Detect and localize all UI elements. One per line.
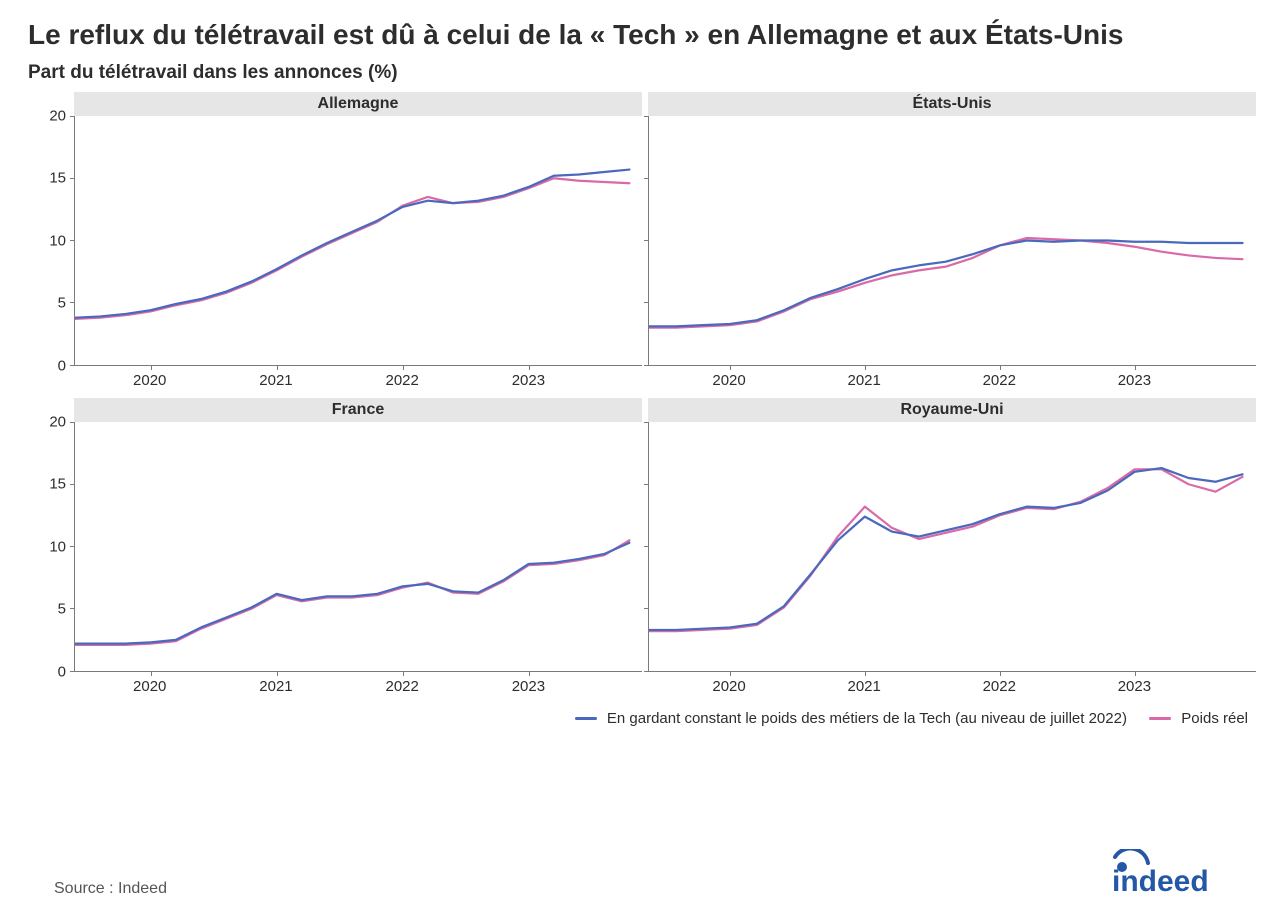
y-tick-label: 15 <box>49 476 66 493</box>
chart-subtitle: Part du télétravail dans les annonces (%… <box>28 62 1256 84</box>
plot-area <box>74 116 642 366</box>
x-tick-label: 2022 <box>385 678 418 695</box>
y-tick-label: 10 <box>49 232 66 249</box>
x-tick-label: 2023 <box>1118 372 1151 389</box>
series-real <box>649 238 1243 328</box>
series-real <box>75 178 629 319</box>
series-real <box>75 540 629 645</box>
x-tick-label: 2022 <box>385 372 418 389</box>
legend-swatch-constant <box>575 717 597 720</box>
x-tick-label: 2023 <box>512 372 545 389</box>
panel-title: France <box>74 398 642 422</box>
y-tick-label: 5 <box>58 601 66 618</box>
x-axis: 2020 2021 2022 2023 <box>74 366 642 398</box>
x-tick-label: 2022 <box>983 678 1016 695</box>
x-tick-label: 2020 <box>712 678 745 695</box>
panel-title: Royaume-Uni <box>648 398 1256 422</box>
x-tick-label: 2021 <box>847 678 880 695</box>
chart-title: Le reflux du télétravail est dû à celui … <box>28 18 1256 52</box>
y-tick-label: 0 <box>58 663 66 680</box>
indeed-logo: indeed <box>1100 849 1250 902</box>
y-axis: 05101520 <box>28 116 74 366</box>
x-axis: 2020 2021 2022 2023 <box>648 366 1256 398</box>
series-constant <box>75 169 629 317</box>
plot-area <box>648 422 1256 672</box>
series-constant <box>75 542 629 643</box>
panel-title: Allemagne <box>74 92 642 116</box>
panel-royaume-uni: Royaume-Uni 2020 2021 2022 2023 <box>642 398 1256 704</box>
y-tick-label: 15 <box>49 170 66 187</box>
legend-label-constant: En gardant constant le poids des métiers… <box>607 710 1127 727</box>
x-tick-label: 2022 <box>983 372 1016 389</box>
series-constant <box>649 468 1243 630</box>
x-tick-label: 2023 <box>512 678 545 695</box>
panel-france: France051015202020202120222023 <box>28 398 642 704</box>
y-tick-label: 5 <box>58 295 66 312</box>
x-tick-label: 2020 <box>712 372 745 389</box>
x-tick-label: 2021 <box>259 678 292 695</box>
x-axis: 2020 2021 2022 2023 <box>648 672 1256 704</box>
x-axis: 2020 2021 2022 2023 <box>74 672 642 704</box>
legend-label-real: Poids réel <box>1181 710 1248 727</box>
source-footer: Source : Indeed <box>54 880 167 898</box>
x-tick-label: 2020 <box>133 678 166 695</box>
svg-text:indeed: indeed <box>1112 865 1209 897</box>
y-tick-label: 20 <box>49 107 66 124</box>
y-tick-label: 20 <box>49 413 66 430</box>
y-tick-label: 0 <box>58 357 66 374</box>
panel--tats-unis: États-Unis 2020 2021 2022 2023 <box>642 92 1256 398</box>
series-real <box>649 469 1243 631</box>
legend-swatch-real <box>1149 717 1171 720</box>
series-constant <box>649 240 1243 326</box>
small-multiples-grid: Allemagne051015202020202120222023États-U… <box>28 92 1256 704</box>
plot-area <box>648 116 1256 366</box>
x-tick-label: 2021 <box>259 372 292 389</box>
panel-title: États-Unis <box>648 92 1256 116</box>
panel-allemagne: Allemagne051015202020202120222023 <box>28 92 642 398</box>
y-tick-label: 10 <box>49 538 66 555</box>
plot-area <box>74 422 642 672</box>
x-tick-label: 2023 <box>1118 678 1151 695</box>
y-axis: 05101520 <box>28 422 74 672</box>
legend: En gardant constant le poids des métiers… <box>28 704 1256 727</box>
x-tick-label: 2020 <box>133 372 166 389</box>
x-tick-label: 2021 <box>847 372 880 389</box>
